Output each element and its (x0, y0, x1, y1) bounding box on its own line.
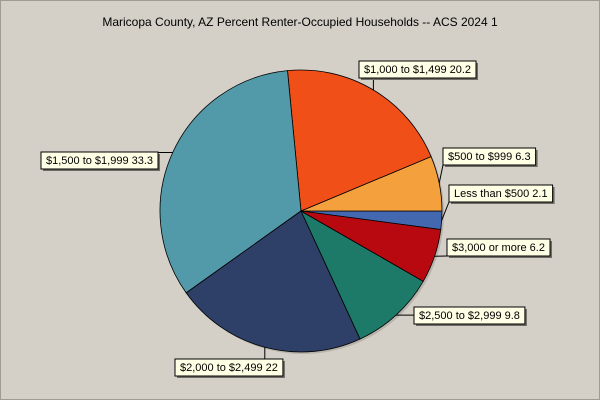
label-box-2-000-to-2-499 (174, 358, 284, 377)
pie-slice-1-000-to-1-499 (287, 69, 432, 212)
label-box-2-500-to-2-999 (413, 306, 526, 325)
pie-slice-1-500-to-1-999 (159, 70, 302, 294)
slice-label-1-000-to-1-499: $1,000 to $1,499 20.2 (364, 64, 471, 76)
leader-line-less-than-500 (441, 201, 450, 221)
pie-slice-2-000-to-2-499 (185, 210, 361, 353)
label-box-1-000-to-1-499 (358, 60, 477, 79)
slice-label-500-to-999: $500 to $999 6.3 (448, 151, 531, 163)
label-box-less-than-500 (448, 184, 554, 203)
chart-title: Maricopa County, AZ Percent Renter-Occup… (102, 15, 498, 29)
slice-label-2-500-to-2-999: $2,500 to $2,999 9.8 (419, 310, 520, 322)
pie-slice-2-500-to-2-999 (300, 210, 424, 340)
slice-label-2-000-to-2-499: $2,000 to $2,499 22 (180, 362, 278, 374)
label-box-3-000-or-more (446, 238, 551, 257)
slice-label-3-000-or-more: $3,000 or more 6.2 (452, 242, 545, 254)
slice-label-less-than-500: Less than $500 2.1 (454, 188, 548, 200)
label-box-500-to-999 (442, 147, 537, 166)
label-box-1-500-to-1-999 (40, 151, 159, 170)
slice-label-1-500-to-1-999: $1,500 to $1,999 33.3 (46, 155, 153, 167)
leader-line-500-to-999 (438, 164, 444, 184)
